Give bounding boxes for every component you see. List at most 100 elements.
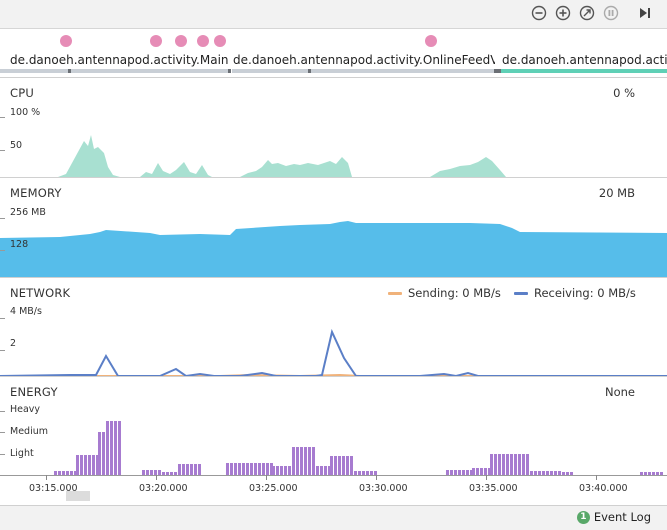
activity-marker (494, 69, 501, 73)
energy-bar (350, 456, 353, 475)
energy-bar (522, 454, 525, 475)
energy-bar (96, 455, 99, 475)
energy-bar (292, 447, 295, 475)
energy-bar (194, 464, 197, 475)
energy-bar (338, 456, 341, 475)
energy-bar (272, 466, 275, 475)
time-axis[interactable]: 03:15.000 03:20.000 03:25.000 03:30.000 … (0, 475, 667, 505)
energy-bar (446, 470, 449, 475)
receiving-legend-swatch (514, 292, 528, 295)
cpu-axis-mid: 50 (10, 140, 23, 151)
activity-label[interactable]: de.danoeh.antennapod.activity.MainAc... (10, 53, 228, 67)
energy-bar (558, 471, 561, 475)
energy-bar (270, 463, 273, 475)
energy-bar (640, 472, 643, 475)
energy-bar (358, 471, 361, 475)
sending-legend-label: Sending: 0 MB/s (408, 286, 501, 300)
network-chart (0, 328, 667, 376)
energy-bar (534, 471, 537, 475)
time-label: 03:35.000 (469, 483, 518, 494)
energy-bar (88, 455, 91, 475)
energy-bar (660, 472, 663, 475)
energy-bar (354, 471, 357, 475)
cpu-title: CPU (10, 86, 34, 100)
time-tick (486, 475, 487, 480)
reset-zoom-icon[interactable] (579, 5, 595, 21)
cpu-section[interactable]: CPU 0 % 100 % 50 (0, 78, 667, 178)
energy-bar (142, 470, 145, 475)
energy-bar (490, 454, 493, 475)
energy-bar (304, 447, 307, 475)
cpu-usage-area (0, 135, 667, 177)
energy-bar (494, 454, 497, 475)
touch-event-dot[interactable] (197, 35, 209, 47)
energy-bar (92, 455, 95, 475)
touch-event-dot[interactable] (150, 35, 162, 47)
energy-bar (518, 454, 521, 475)
axis-tick (0, 454, 5, 455)
axis-tick (0, 218, 5, 219)
energy-bar (234, 463, 237, 475)
energy-bar (316, 466, 319, 475)
cpu-chart (0, 135, 667, 177)
energy-bar (644, 472, 647, 475)
time-axis-line (0, 475, 667, 476)
energy-bar (466, 470, 469, 475)
energy-bar (502, 454, 505, 475)
event-count-badge: 1 (576, 510, 590, 524)
memory-section[interactable]: MEMORY 20 MB 256 MB 128 (0, 178, 667, 278)
energy-bar (472, 468, 475, 475)
energy-bar (76, 455, 79, 475)
energy-bar (300, 447, 303, 475)
touch-event-dot[interactable] (214, 35, 226, 47)
energy-axis-light: Light (10, 448, 34, 459)
activity-bar-active (501, 69, 667, 73)
energy-bar (328, 466, 331, 475)
network-section[interactable]: NETWORK Sending: 0 MB/s Receiving: 0 MB/… (0, 278, 667, 377)
pause-icon[interactable] (603, 5, 619, 21)
energy-bar (526, 454, 529, 475)
time-label: 03:20.000 (139, 483, 188, 494)
energy-bar (154, 470, 157, 475)
event-log-button[interactable]: 1 Event Log (576, 510, 651, 524)
status-bar: 1 Event Log (0, 505, 667, 530)
energy-bar (170, 472, 173, 475)
energy-bar (114, 421, 117, 475)
zoom-out-icon[interactable] (531, 5, 547, 21)
activity-label[interactable]: de.danoeh.antennapod.activity.OnlineFeed… (233, 53, 495, 67)
energy-bar (530, 471, 533, 475)
time-tick (596, 475, 597, 480)
energy-bar (480, 468, 483, 475)
touch-event-dot[interactable] (60, 35, 72, 47)
time-tick (266, 475, 267, 480)
energy-bar (238, 463, 241, 475)
energy-bar (186, 464, 189, 475)
axis-tick (0, 318, 5, 319)
time-tick (46, 475, 47, 480)
energy-bar (276, 466, 279, 475)
time-tick (376, 475, 377, 480)
sending-legend: Sending: 0 MB/s (388, 286, 501, 300)
memory-value: 20 MB (598, 186, 635, 200)
energy-bar (470, 470, 473, 475)
energy-bar (538, 471, 541, 475)
energy-bar (106, 421, 109, 475)
touch-event-dot[interactable] (175, 35, 187, 47)
energy-title: ENERGY (10, 385, 58, 399)
energy-bar (652, 472, 655, 475)
network-axis-max: 4 MB/s (10, 306, 42, 317)
energy-section[interactable]: ENERGY None Heavy Medium Light (0, 377, 667, 475)
activity-label[interactable]: de.danoeh.antennapod.activi... (502, 53, 667, 67)
energy-bar (266, 463, 269, 475)
energy-bar (514, 454, 517, 475)
go-to-live-icon[interactable] (637, 5, 653, 21)
sending-legend-swatch (388, 292, 402, 295)
energy-bar (230, 463, 233, 475)
energy-bar (546, 471, 549, 475)
energy-bar (80, 455, 83, 475)
touch-event-dot[interactable] (425, 35, 437, 47)
timeline-scrollbar-thumb[interactable] (66, 491, 90, 501)
energy-bar (542, 471, 545, 475)
zoom-in-icon[interactable] (555, 5, 571, 21)
energy-bar (174, 472, 177, 475)
